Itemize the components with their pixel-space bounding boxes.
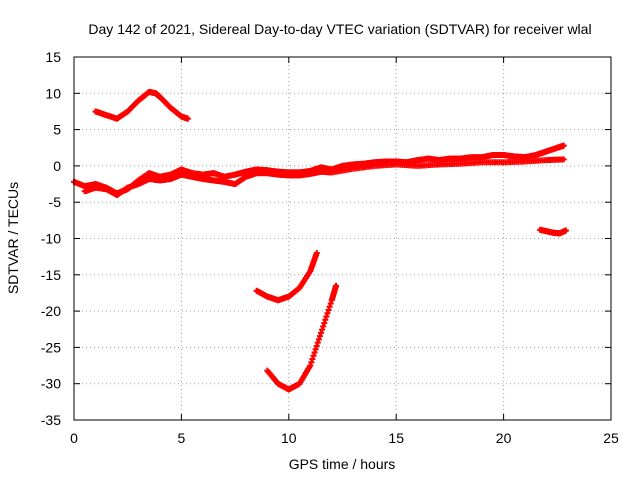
x-tick-label: 0	[70, 430, 78, 446]
data-point	[321, 320, 328, 327]
x-tick-label: 10	[281, 430, 297, 446]
data-point	[325, 307, 332, 314]
data-point	[327, 300, 334, 307]
y-tick-label: -15	[41, 267, 61, 283]
x-tick-label: 15	[388, 430, 404, 446]
data-point	[316, 333, 323, 340]
data-point	[324, 310, 331, 317]
y-tick-label: -25	[41, 339, 61, 355]
data-point	[562, 227, 569, 234]
plot-points	[71, 88, 569, 393]
data-point	[320, 323, 327, 330]
series-upper-arc	[92, 88, 191, 122]
data-point	[307, 362, 314, 369]
y-axis-label: SDTVAR / TECUs	[5, 182, 21, 294]
data-point	[319, 326, 326, 333]
y-tick-label: -20	[41, 303, 61, 319]
data-point	[313, 250, 320, 257]
data-point	[312, 346, 319, 353]
data-point	[315, 336, 322, 343]
y-tick-label: -30	[41, 376, 61, 392]
data-point	[310, 352, 317, 359]
x-tick-label: 20	[496, 430, 512, 446]
x-tick-label: 25	[603, 430, 619, 446]
data-point	[308, 359, 315, 366]
data-point	[322, 316, 329, 323]
chart-title: Day 142 of 2021, Sidereal Day-to-day VTE…	[88, 21, 591, 37]
y-tick-label: -5	[49, 194, 62, 210]
series-curve-minus-18	[253, 250, 320, 304]
data-point	[333, 282, 340, 289]
y-tick-label: -35	[41, 412, 61, 428]
data-point	[323, 313, 330, 320]
data-point	[309, 356, 316, 363]
y-tick-label: 0	[53, 158, 61, 174]
axis-ticks: 0 5 10 15 20 25 -35 -30 -25 -20 -15 -10 -5 0 5 10 15	[41, 49, 619, 446]
data-point	[313, 342, 320, 349]
y-tick-label: 15	[45, 49, 61, 65]
data-point	[326, 303, 333, 310]
series-curve-minus-30	[264, 282, 340, 393]
data-point	[318, 329, 325, 336]
series-main-band-lower	[81, 156, 567, 198]
y-tick-label: -10	[41, 231, 61, 247]
y-tick-label: 10	[45, 85, 61, 101]
x-axis-label: GPS time / hours	[289, 456, 396, 472]
data-point	[314, 339, 321, 346]
series-segment-minus-9	[537, 226, 569, 237]
x-tick-label: 5	[178, 430, 186, 446]
data-point	[560, 156, 567, 163]
data-point	[311, 349, 318, 356]
data-point	[184, 115, 191, 122]
data-point	[560, 142, 567, 149]
y-tick-label: 5	[53, 122, 61, 138]
